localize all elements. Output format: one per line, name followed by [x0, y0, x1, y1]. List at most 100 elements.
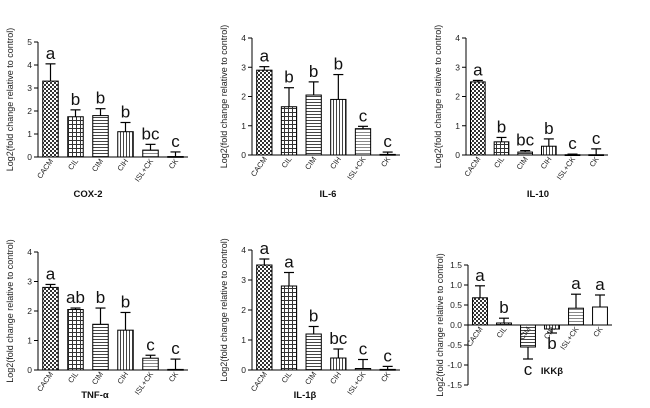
y-tick-label: 4 — [455, 33, 460, 43]
bar-cim — [92, 115, 109, 158]
chart-panel-1: 0 1 2 3 4 5 Log2(fold change relative to contr… — [5, 28, 188, 200]
category-label: ISL+CK — [555, 155, 577, 182]
y-tick-label: 1 — [241, 335, 246, 345]
significance-label: a — [260, 239, 270, 258]
chart-title: IL-6 — [320, 189, 337, 200]
significance-label: b — [96, 288, 105, 307]
category-label: CACM — [249, 370, 269, 393]
bar-cih — [117, 329, 134, 371]
y-tick-label: 1 — [241, 121, 246, 131]
significance-label: c — [146, 335, 155, 354]
significance-label: c — [359, 106, 368, 125]
y-tick-label: 4 — [27, 247, 32, 257]
bar-cacm — [256, 69, 273, 156]
y-tick-label: 0 — [241, 150, 246, 160]
significance-label: c — [524, 360, 533, 379]
category-label: CIL — [66, 370, 80, 385]
y-tick-label: 2 — [455, 92, 460, 102]
significance-label: b — [497, 117, 506, 136]
y-tick-label: 1 — [455, 121, 460, 131]
significance-label: c — [359, 340, 368, 359]
bar-cil — [67, 116, 84, 158]
y-tick-label: 0 — [455, 150, 460, 160]
chart-title: IL-1β — [294, 390, 317, 401]
significance-label: a — [46, 264, 56, 283]
category-label: CIM — [303, 370, 318, 386]
significance-label: b — [96, 89, 105, 108]
bar-cacm — [256, 264, 273, 371]
bar-cil — [67, 309, 84, 371]
y-tick-label: 2 — [27, 306, 32, 316]
y-tick-label: -1.0 — [447, 360, 462, 370]
significance-label: b — [334, 55, 343, 74]
significance-label: a — [473, 60, 483, 79]
y-tick-label: 0.0 — [450, 320, 462, 330]
y-tick-label: 0.5 — [450, 300, 462, 310]
significance-label: c — [568, 134, 577, 153]
y-tick-label: -1.5 — [447, 380, 462, 390]
bar-cim — [92, 323, 109, 371]
significance-label: c — [592, 129, 601, 148]
significance-label: bc — [329, 329, 347, 348]
category-label: CK — [167, 157, 180, 171]
significance-label: a — [284, 253, 294, 272]
y-tick-label: 1.5 — [450, 260, 462, 270]
significance-label: b — [309, 62, 318, 81]
category-label: CIM — [515, 155, 530, 171]
category-label: CIL — [280, 155, 294, 170]
category-label: CK — [587, 155, 600, 169]
bar-cil — [280, 285, 298, 371]
y-tick-label: -0.5 — [447, 340, 462, 350]
significance-label: c — [171, 339, 180, 358]
category-label: CIL — [495, 325, 509, 340]
y-tick-label: 2 — [241, 305, 246, 315]
significance-label: b — [547, 334, 556, 353]
category-label: CACM — [35, 157, 55, 180]
category-label: CACM — [462, 155, 482, 178]
chart-panel-5: 0 1 2 3 4 Log2(fold change relative to contro… — [219, 238, 400, 401]
significance-label: a — [46, 44, 56, 63]
chart-panel-6: -1.5 -1.0 -0.5 0.0 0.5 1.0 1.5 Log2(fold change… — [435, 253, 612, 397]
significance-label: b — [121, 103, 130, 122]
y-tick-label: 3 — [455, 62, 460, 72]
y-tick-label: 5 — [27, 37, 32, 47]
category-label: CIM — [90, 157, 105, 173]
category-label: CIH — [328, 370, 343, 386]
significance-label: c — [171, 132, 180, 151]
category-label: CIH — [539, 155, 554, 171]
category-label: ISL+CK — [345, 370, 367, 397]
bar-cacm — [42, 286, 59, 371]
y-axis-title: Log2(fold change relative to control) — [219, 238, 229, 382]
chart-panel-3: 0 1 2 3 4 Log2(fold change relative to contro… — [433, 25, 608, 200]
y-tick-label: 0 — [27, 152, 32, 162]
category-label: ISL+CK — [133, 157, 155, 184]
category-label: CIL — [280, 370, 294, 385]
bar-cim — [305, 94, 322, 156]
bar-cacm — [42, 80, 59, 158]
y-axis-title: Log2(fold change relative to control) — [5, 239, 15, 383]
bar-cim — [305, 333, 322, 371]
y-tick-label: 1 — [27, 336, 32, 346]
bar-cih — [330, 98, 347, 156]
chart-title: IL-10 — [527, 189, 549, 200]
y-axis-title: Log2(fold change relative to control) — [219, 25, 229, 169]
y-axis-title: Log2(fold change relative to control) — [5, 28, 15, 172]
significance-label: c — [383, 346, 392, 365]
significance-label: ab — [66, 288, 85, 307]
bar-isl-ck — [142, 149, 159, 158]
significance-label: b — [544, 119, 553, 138]
category-label: CIM — [303, 155, 318, 171]
chart-title: IKKβ — [541, 366, 563, 377]
y-tick-label: 3 — [241, 62, 246, 72]
chart-panel-2: 0 1 2 3 4 Log2(fold change relative to contro… — [219, 25, 400, 200]
chart-title: COX-2 — [73, 189, 102, 200]
significance-label: a — [595, 275, 605, 294]
y-tick-label: 3 — [27, 83, 32, 93]
category-label: CIL — [66, 157, 80, 172]
chart-title: TNF-α — [81, 390, 109, 401]
category-label: CACM — [249, 155, 269, 178]
significance-label: a — [571, 274, 581, 293]
bar-cih — [117, 131, 134, 158]
y-axis-title: Log2(fold change relative to control) — [433, 25, 443, 169]
y-tick-label: 0 — [241, 365, 246, 375]
